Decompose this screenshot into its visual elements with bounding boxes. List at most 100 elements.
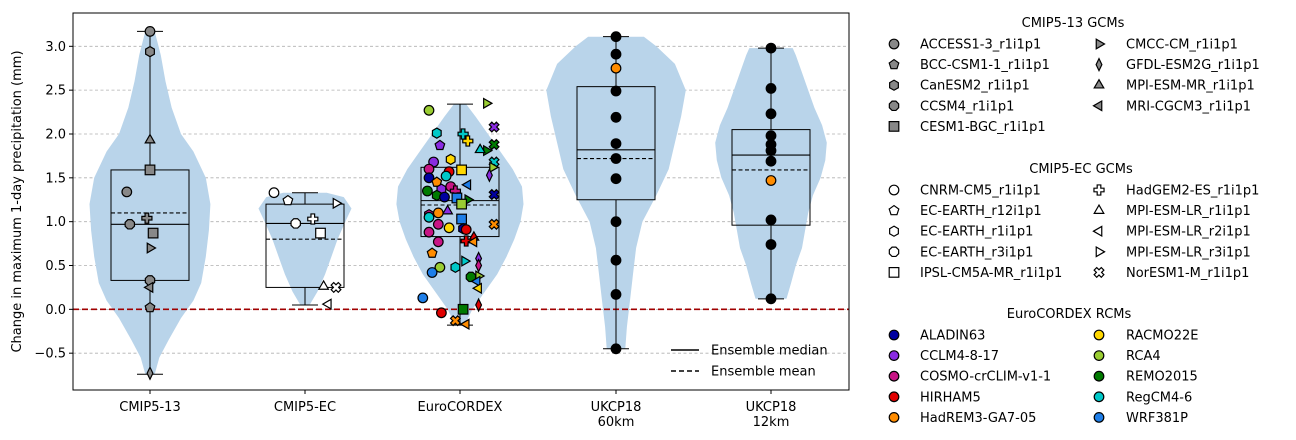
data-point	[610, 62, 622, 74]
legend-section-3: EuroCORDEX RCMs ALADIN63 CCLM4-8-17 COSMO-c…	[888, 307, 1198, 426]
plot-area: −0.5 0.0 0.5 1.0 1.5 2.0 2.5 3.0 Change in maxim…	[10, 12, 850, 430]
legend-section-1: CMIP5-13 GCMs ACCESS1-3_r1i1p1 BCC-CSM1-1_…	[888, 16, 1260, 135]
data-point	[765, 293, 777, 305]
data-point	[421, 185, 433, 197]
data-point	[610, 254, 622, 266]
data-point	[121, 186, 133, 198]
legend-label: CMCC-CM_r1i1p1	[1126, 38, 1238, 53]
legend-section-2: CMIP5-EC GCMs CNRM-CM5_r1i1p1 EC-EARTH_r12…	[888, 162, 1259, 281]
data-point	[467, 235, 478, 248]
legend-label: HIRHAM5	[920, 390, 981, 405]
data-point	[765, 214, 777, 226]
data-point	[488, 138, 500, 151]
y-tick-label: 2.5	[45, 84, 66, 99]
legend-label: CanESM2_r1i1p1	[920, 79, 1030, 94]
data-point	[423, 226, 435, 238]
axes-frame	[72, 12, 850, 391]
legend-label: BCC-CSM1-1_r1i1p1	[920, 58, 1050, 73]
data-point	[423, 172, 435, 184]
data-point	[610, 173, 622, 185]
violin-5	[715, 48, 827, 299]
data-point	[317, 279, 330, 290]
legend-marker	[1093, 184, 1105, 196]
data-point	[321, 298, 332, 310]
legend-label: MPI-ESM-LR_r1i1p1	[1126, 204, 1251, 219]
data-point	[124, 219, 136, 230]
data-point	[457, 303, 469, 315]
legend-marker	[1093, 391, 1105, 403]
data-point	[435, 307, 447, 319]
data-point	[765, 83, 777, 94]
data-point	[488, 121, 500, 133]
data-point	[471, 282, 482, 295]
legend-label: CNRM-CM5_r1i1p1	[920, 184, 1041, 199]
data-point	[456, 164, 468, 176]
data-point	[434, 139, 446, 151]
x-tick-label: 60km	[598, 415, 635, 430]
legend-marker	[1093, 203, 1105, 214]
data-point	[610, 288, 622, 300]
data-point	[146, 242, 157, 254]
data-points	[121, 25, 777, 381]
legend-marker	[888, 246, 900, 258]
violin-1	[89, 31, 211, 375]
x-tick-label: UKCP18	[591, 400, 642, 415]
data-point	[610, 111, 622, 123]
legend-marker	[888, 411, 900, 423]
legend-label: CCSM4_r1i1p1	[920, 99, 1014, 114]
legend-label: EC-EARTH_r3i1p1	[920, 245, 1033, 260]
y-tick-label: 0.5	[45, 259, 66, 274]
legend-marker	[1093, 329, 1105, 341]
y-tick-label: 2.0	[45, 127, 66, 142]
legend-marker	[888, 350, 900, 362]
legend-label: REMO2015	[1126, 370, 1198, 385]
y-tick-label: 1.0	[45, 215, 66, 230]
legend-marker	[888, 184, 900, 196]
box-plot-2	[265, 192, 345, 306]
data-point	[417, 292, 429, 304]
data-point	[488, 218, 500, 230]
data-point	[330, 281, 342, 294]
data-point	[610, 31, 622, 43]
data-point	[461, 255, 472, 267]
data-point	[315, 227, 326, 239]
legend-marker	[1093, 266, 1105, 279]
legend-marker	[1093, 370, 1105, 382]
legend-marker	[1095, 38, 1106, 50]
legend-marker	[888, 266, 900, 278]
legend-label: HadREM3-GA7-05	[920, 411, 1036, 426]
legend-label: RACMO22E	[1126, 329, 1198, 344]
data-point	[440, 170, 452, 182]
legend-label: MPI-ESM-LR_r3i1p1	[1126, 245, 1251, 260]
data-point	[461, 178, 472, 191]
legend-section-title: EuroCORDEX RCMs	[1007, 307, 1132, 322]
x-tick-label: 12km	[753, 415, 790, 430]
legend-label: MPI-ESM-LR_r2i1p1	[1126, 225, 1251, 240]
data-point	[474, 143, 486, 154]
data-point	[456, 213, 468, 225]
legend-label: MRI-CGCM3_r1i1p1	[1126, 99, 1251, 114]
legend-label: ALADIN63	[920, 329, 985, 344]
legend-marker	[888, 121, 900, 132]
violin-2	[258, 192, 352, 305]
legend-section-title: CMIP5-EC GCMs	[1029, 162, 1133, 177]
legend-label: CESM1-BGC_r1i1p1	[920, 120, 1046, 135]
data-point	[470, 275, 481, 288]
y-axis-label: Change in maximum 1-day precipitation (m…	[10, 50, 25, 352]
data-point	[610, 343, 622, 355]
legend-label: WRF381P	[1126, 411, 1188, 426]
legend-marker	[1093, 350, 1105, 362]
data-point	[307, 213, 319, 225]
data-point	[423, 211, 435, 223]
data-point	[475, 297, 483, 313]
inner-legend: Ensemble median Ensemble mean	[671, 344, 828, 380]
data-point	[460, 235, 472, 247]
data-point	[426, 247, 438, 258]
data-point	[485, 167, 493, 183]
y-tick-label: 1.5	[45, 171, 66, 186]
data-point	[765, 42, 777, 54]
legend-label: HadGEM2-ES_r1i1p1	[1126, 184, 1259, 199]
legend-marker	[1092, 99, 1103, 112]
outer-legend: CMIP5-13 GCMs ACCESS1-3_r1i1p1 BCC-CSM1-1_…	[888, 16, 1260, 426]
